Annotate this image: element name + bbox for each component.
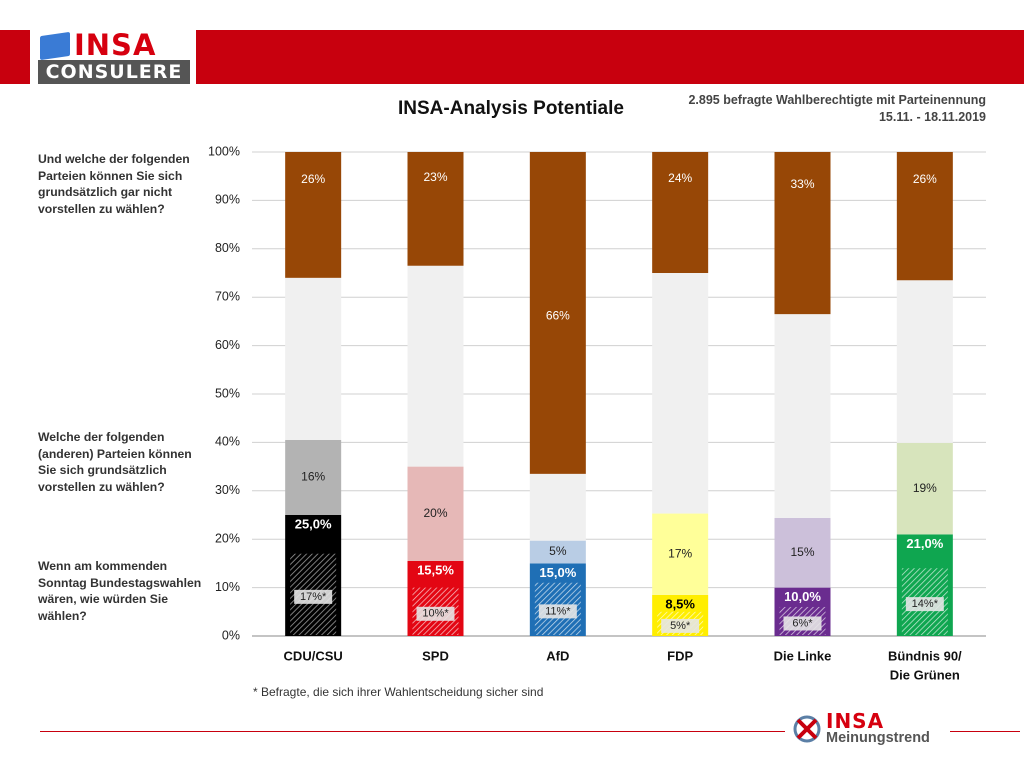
y-tick-label: 80%	[215, 241, 240, 255]
bar-reject	[407, 152, 464, 266]
bar-reject	[896, 152, 953, 281]
bar-neutral	[896, 280, 953, 443]
bar-potential	[407, 466, 464, 561]
data-label-vote: 21,0%	[906, 536, 943, 551]
x-tick-label: Die Linke	[774, 648, 832, 663]
data-label-vote: 25,0%	[295, 516, 332, 531]
certain-label-box	[783, 616, 822, 631]
y-tick-label: 60%	[215, 338, 240, 352]
bar-neutral	[407, 265, 464, 467]
y-tick-label: 40%	[215, 435, 240, 449]
y-tick-label: 20%	[215, 531, 240, 545]
data-label-reject: 33%	[790, 177, 814, 191]
data-label-potential: 20%	[423, 506, 447, 520]
chart-title: INSA-Analysis Potentiale	[398, 98, 624, 119]
logo2-sub: Meinungstrend	[826, 730, 930, 746]
insa-meinungstrend-logo: INSA Meinungstrend	[792, 709, 948, 752]
data-label-certain: 17%*	[300, 591, 327, 603]
bar-neutral	[652, 273, 709, 514]
data-label-reject: 24%	[668, 171, 692, 185]
data-label-certain: 5%*	[670, 620, 691, 632]
bar-potential	[285, 439, 342, 515]
y-tick-label: 90%	[215, 193, 240, 207]
x-tick-label: CDU/CSU	[284, 648, 343, 663]
bar-reject	[285, 152, 342, 278]
sample-info: 2.895 befragte Wahlberechtigte mit Parte…	[688, 92, 986, 126]
bar-reject	[774, 152, 831, 315]
bar-potential	[774, 517, 831, 588]
y-tick-label: 10%	[215, 580, 240, 594]
data-label-potential: 19%	[913, 481, 937, 495]
bar-reject	[652, 152, 709, 273]
certain-label-box	[538, 604, 577, 619]
data-label-vote: 10,0%	[784, 589, 821, 604]
data-label-certain: 14%*	[912, 598, 939, 610]
logo2-brand: INSA	[826, 709, 885, 733]
certain-label-box	[661, 618, 700, 633]
x-tick-label: Die Grünen	[890, 667, 960, 682]
x-tick-label: FDP	[667, 648, 693, 663]
data-label-reject: 23%	[423, 170, 447, 184]
footer-rule-right	[950, 731, 1020, 732]
bar-neutral	[774, 314, 831, 518]
y-tick-label: 50%	[215, 386, 240, 400]
data-label-potential: 15%	[790, 545, 814, 559]
sample-size: 2.895 befragte Wahlberechtigte mit Parte…	[688, 93, 986, 107]
data-label-vote: 8,5%	[665, 596, 695, 611]
x-tick-label: SPD	[422, 648, 449, 663]
footnote: * Befragte, die sich ihrer Wahlentscheid…	[253, 685, 544, 699]
footer-rule-left	[40, 731, 785, 732]
data-label-vote: 15,0%	[539, 565, 576, 580]
logo-insa-text: INSA	[74, 28, 157, 62]
question-reject: Und welche der folgenden Parteien können…	[38, 152, 190, 216]
data-label-reject: 26%	[913, 172, 937, 186]
data-label-potential: 5%	[549, 544, 567, 558]
data-label-certain: 6%*	[792, 617, 813, 629]
logo-consulere-text: CONSULERE	[38, 60, 190, 84]
bar-potential	[529, 540, 586, 564]
certain-label-box	[905, 597, 944, 612]
data-label-vote: 15,5%	[417, 562, 454, 577]
bar-potential	[652, 513, 709, 595]
certain-label-box	[294, 589, 333, 604]
survey-period: 15.11. - 18.11.2019	[878, 110, 986, 124]
data-label-potential: 17%	[668, 546, 692, 560]
x-tick-label: Bündnis 90/	[888, 648, 962, 663]
y-tick-label: 30%	[215, 483, 240, 497]
certain-label-box	[416, 606, 455, 621]
data-label-certain: 10%*	[422, 608, 449, 620]
bar-potential	[896, 442, 953, 535]
bar-reject	[529, 152, 586, 474]
y-tick-label: 70%	[215, 289, 240, 303]
y-tick-label: 0%	[222, 628, 240, 642]
insa-consulere-logo: INSA CONSULERE	[30, 30, 196, 86]
bar-neutral	[529, 473, 586, 541]
data-label-certain: 11%*	[545, 605, 571, 617]
question-potential: Welche der folgenden (anderen) Parteien …	[38, 430, 192, 494]
data-label-potential: 16%	[301, 470, 325, 484]
data-label-reject: 26%	[301, 172, 325, 186]
bar-neutral	[285, 277, 342, 440]
x-tick-label: AfD	[546, 648, 569, 663]
question-vote: Wenn am kommenden Sonntag Bundestagswahl…	[38, 559, 202, 623]
y-tick-label: 100%	[208, 144, 240, 158]
meinungstrend-logo-icon	[793, 715, 821, 743]
data-label-reject: 66%	[546, 309, 570, 323]
